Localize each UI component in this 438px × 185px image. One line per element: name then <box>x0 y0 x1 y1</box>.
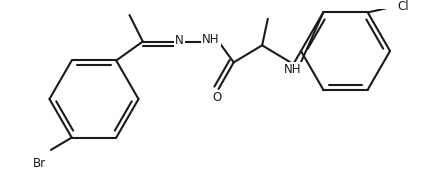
Text: NH: NH <box>202 33 219 46</box>
Text: Cl: Cl <box>396 0 408 13</box>
Text: O: O <box>212 91 221 104</box>
Text: NH: NH <box>283 63 300 76</box>
Text: N: N <box>175 34 184 47</box>
Text: Br: Br <box>33 157 46 171</box>
